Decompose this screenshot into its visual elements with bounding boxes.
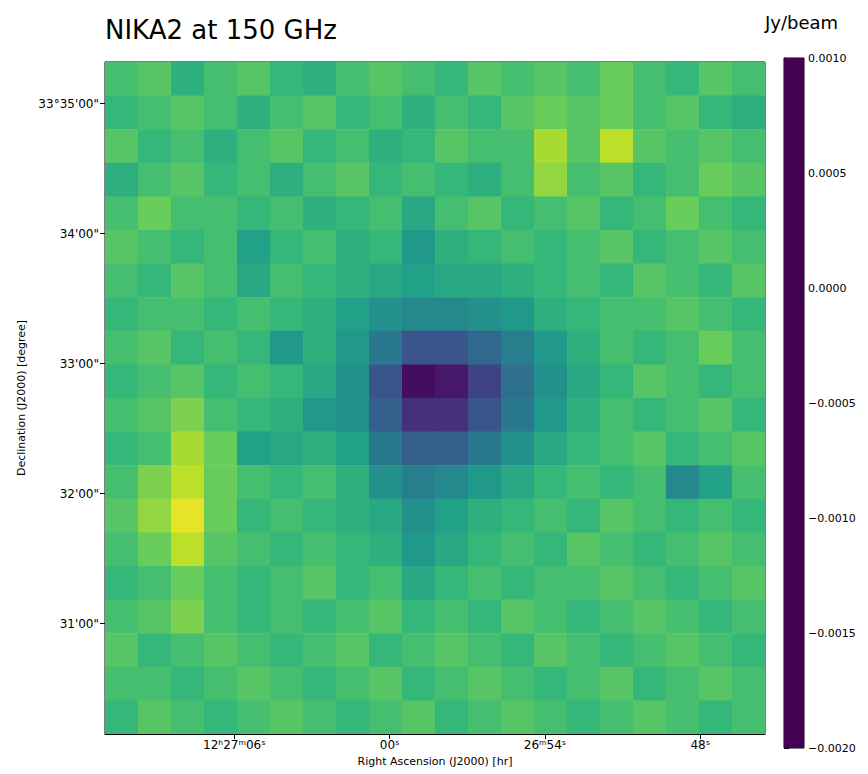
svg-text:34'00": 34'00" <box>60 227 99 241</box>
svg-text:31'00": 31'00" <box>60 617 99 631</box>
svg-text:33'00": 33'00" <box>60 357 99 371</box>
svg-text:48ˢ: 48ˢ <box>690 738 710 752</box>
svg-text:33°35'00": 33°35'00" <box>38 97 99 111</box>
svg-text:0.0005: 0.0005 <box>808 167 847 180</box>
svg-text:12ʰ27ᵐ06ˢ: 12ʰ27ᵐ06ˢ <box>203 738 266 752</box>
svg-text:Right Ascension (J2000) [hr]: Right Ascension (J2000) [hr] <box>358 755 513 768</box>
svg-text:26ᵐ54ˢ: 26ᵐ54ˢ <box>524 738 567 752</box>
svg-text:Jy/beam: Jy/beam <box>764 12 838 33</box>
svg-text:32'00": 32'00" <box>60 487 99 501</box>
svg-text:−0.0020: −0.0020 <box>808 742 856 755</box>
svg-text:0.0000: 0.0000 <box>808 282 847 295</box>
svg-text:Declination (J2000) [degree]: Declination (J2000) [degree] <box>15 320 28 476</box>
svg-text:00ˢ: 00ˢ <box>380 738 400 752</box>
svg-text:−0.0010: −0.0010 <box>808 512 856 525</box>
svg-text:NIKA2 at 150 GHz: NIKA2 at 150 GHz <box>105 15 337 45</box>
svg-text:0.0010: 0.0010 <box>808 52 847 65</box>
svg-text:−0.0005: −0.0005 <box>808 397 856 410</box>
svg-text:−0.0015: −0.0015 <box>808 627 856 640</box>
